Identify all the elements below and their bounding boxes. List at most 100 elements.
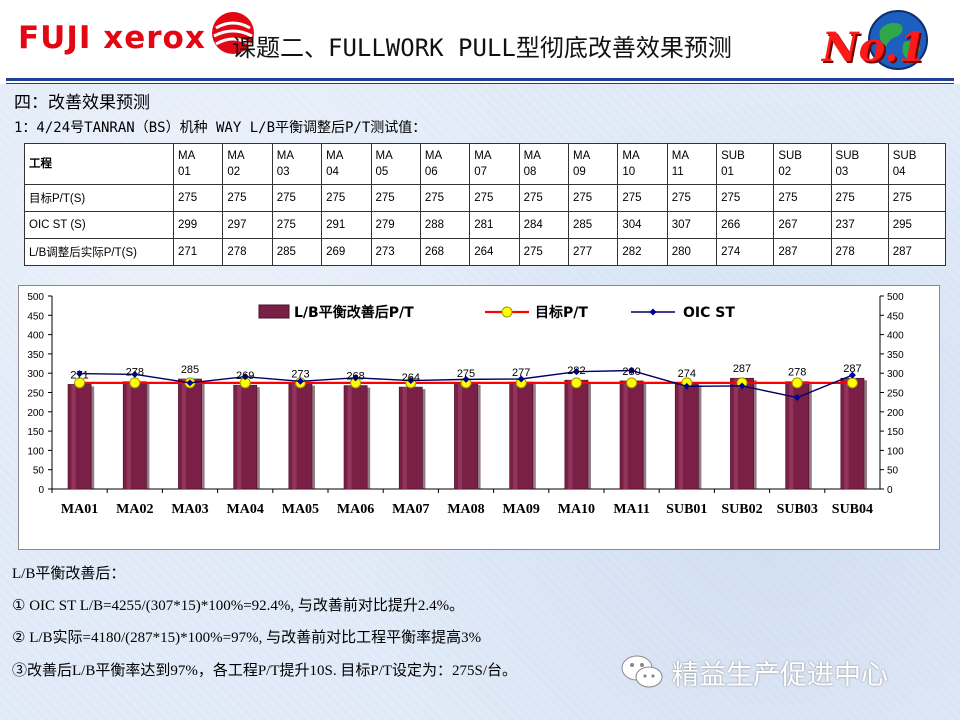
target-point [74,377,86,389]
oic-point [131,370,139,378]
x-tick-label: SUB03 [777,502,818,517]
data-label: 278 [788,367,806,379]
table-cell: 304 [617,211,668,239]
y2-tick-label: 500 [887,292,904,303]
x-tick-label: MA09 [503,502,540,517]
table-cell: 299 [172,211,224,239]
table-cell: 266 [716,211,775,239]
target-point [129,377,141,389]
table-cell: 237 [830,211,889,239]
x-tick-label: MA06 [337,502,374,517]
data-label: 264 [402,372,420,384]
table-cell: 275 [716,184,775,212]
table-cell: 291 [321,211,372,239]
table-corner-label: 工程 [24,143,174,185]
table-column-header: MA 02 [222,143,273,185]
table-cell: 275 [567,184,619,212]
table-cell: 275 [666,184,718,212]
note-1: ① OIC ST L/B=4255/(307*15)*100%=92.4%, 与… [12,598,465,614]
table-cell: 275 [469,184,520,212]
table-cell: 275 [271,211,323,239]
bar-highlight [347,385,352,489]
note-3: ③改善后L/B平衡率达到97%，各工程P/T提升10S. 目标P/T设定为：27… [12,663,518,679]
table-cell: 284 [518,211,570,239]
y-tick-label: 50 [33,466,45,477]
table-column-header: MA 05 [370,143,421,185]
table-cell: 275 [887,184,947,212]
table-column-header: MA 08 [518,143,570,185]
table-cell: 275 [321,184,372,212]
table-cell: 278 [830,238,889,266]
chart-svg: 0 0 50 50 100 100 150 150 200 200 250 250 300 300 350 3… [27,292,904,517]
legend-label-target: 目标P/T [535,304,588,321]
oic-point [407,377,415,385]
table-cell: 275 [830,184,889,212]
bar-highlight [457,382,463,489]
page-title: 课题二、FULLWORK PULL型彻底改善效果预测 [232,34,732,62]
x-tick-label: MA01 [61,502,98,517]
bar-highlight [513,382,518,489]
table-cell: 274 [716,238,775,266]
y-tick-label: 300 [27,369,44,380]
table-column-header: SUB 04 [887,143,947,185]
legend-label-oic: OIC ST [683,305,735,321]
oic-point [296,377,304,385]
x-tick-label: MA08 [447,502,484,517]
data-label: 277 [512,367,530,379]
y-tick-label: 100 [27,446,44,457]
table-cell: 275 [419,184,471,212]
oic-point [793,394,801,402]
bar-highlight [789,381,794,489]
y-tick-label: 150 [27,427,44,438]
bar-highlight [568,380,573,489]
data-label: 280 [622,366,640,378]
section-title: 四：改善效果预测 [14,93,150,113]
table-cell: 275 [271,184,323,212]
bar-highlight [126,381,131,489]
table-cell: 288 [419,211,471,239]
data-label: 271 [70,369,88,381]
table-column-header: MA 03 [271,143,323,185]
table-cell: 307 [666,211,718,239]
oic-point [628,366,636,374]
y2-tick-label: 100 [887,446,904,457]
table-cell: 278 [222,238,273,266]
oic-point [848,371,856,379]
table-row-label: OIC ST (S) [24,211,174,239]
pt-chart: 0 0 50 50 100 100 150 150 200 200 250 250 300 300 350 3… [18,285,940,550]
target-point [570,377,582,389]
fuji-xerox-logo: FUJI xerox [18,20,206,56]
table-cell: 297 [222,211,273,239]
data-label: 282 [567,365,585,377]
table-row: 目标P/T(S) 275 275 275 275 275 275 275 275 275 275 27… [24,184,947,212]
table-cell: 279 [370,211,421,239]
table-cell: 295 [887,211,947,239]
data-label: 287 [843,363,861,375]
table-cell: 264 [469,238,520,266]
table-cell: 275 [370,184,421,212]
header-divider [6,78,954,81]
oic-point [517,375,525,383]
data-label: 268 [346,371,364,383]
y2-tick-label: 0 [887,485,893,496]
oic-point [683,382,691,390]
oic-point [738,382,746,390]
x-tick-label: MA04 [227,502,264,517]
table-cell: 275 [222,184,273,212]
table-cell: 273 [370,238,421,266]
oic-point [352,374,360,382]
data-label: 275 [457,368,475,380]
data-label: 278 [126,367,144,379]
x-tick-label: MA10 [558,502,595,517]
y2-tick-label: 250 [887,389,904,400]
table-cell: 285 [271,238,323,266]
table-cell: 267 [773,211,832,239]
table-cell: 269 [321,238,372,266]
oic-point [241,373,249,381]
legend-marker-target [501,306,513,318]
bar-highlight [181,378,187,489]
target-point [626,377,638,389]
y-tick-label: 500 [27,292,44,303]
x-tick-label: SUB02 [721,502,762,517]
wechat-icon [621,655,663,688]
